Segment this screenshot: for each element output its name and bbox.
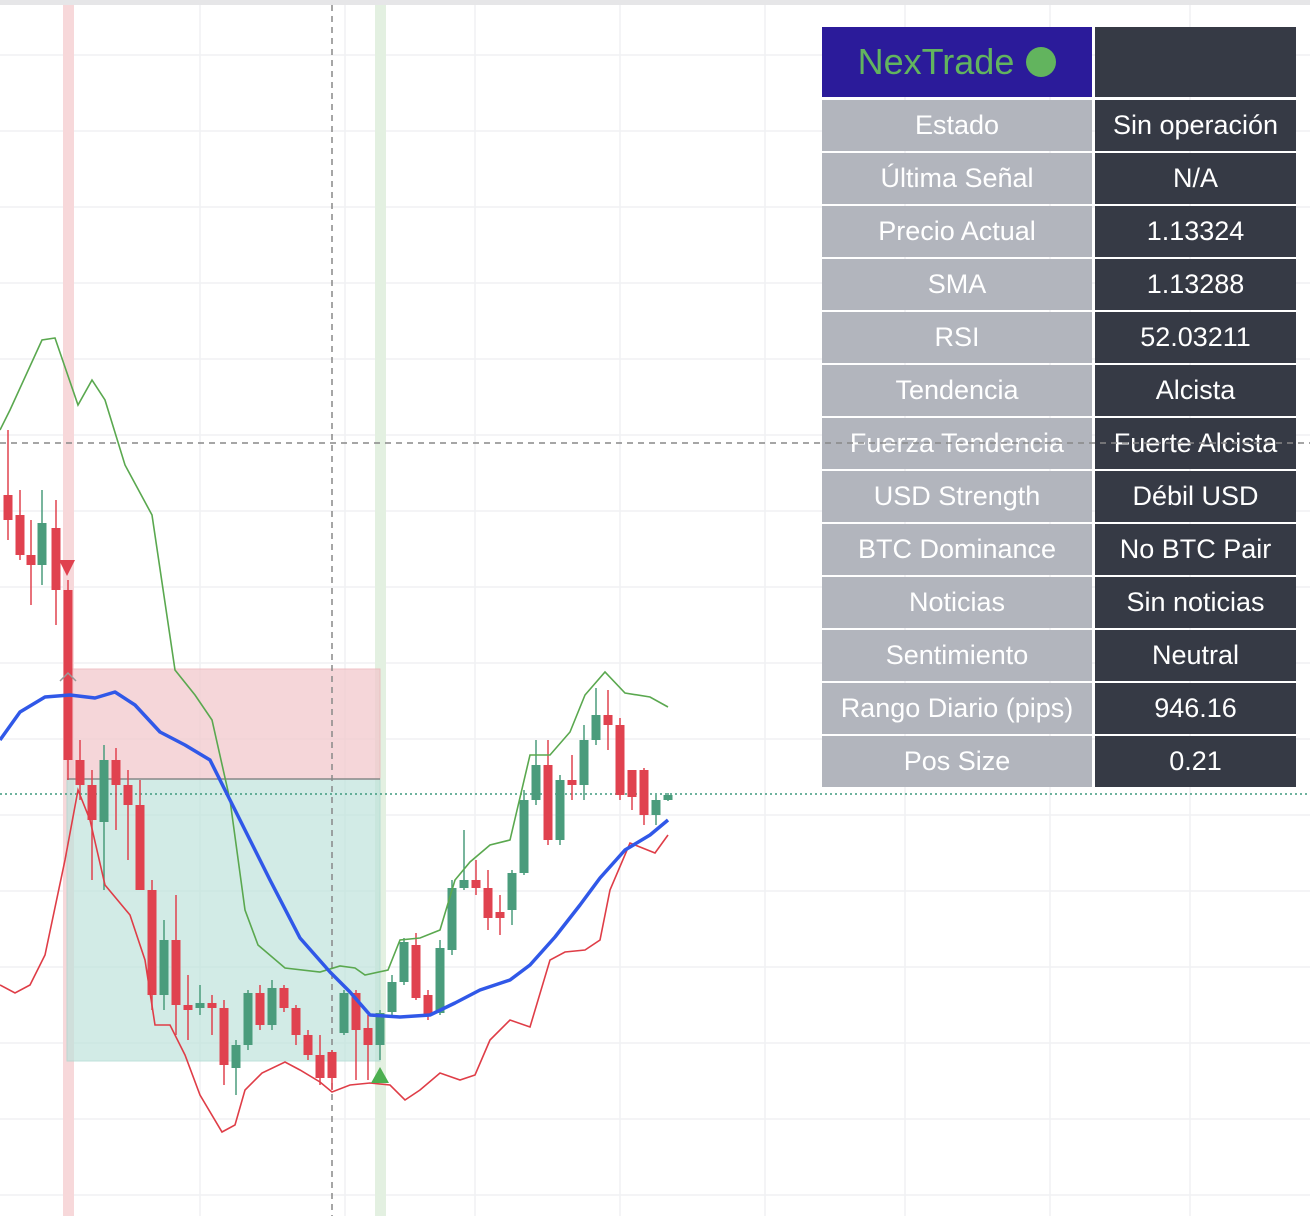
panel-header-right [1095,27,1296,97]
candle-body [37,523,47,565]
panel-title: NexTrade [857,41,1015,82]
candle-body [123,785,133,805]
candle-body [183,1005,193,1010]
candle-body [363,1028,373,1045]
candle-body [87,785,97,820]
row-label: SMA [822,259,1092,310]
row-label: Estado [822,100,1092,151]
sell-signal [59,560,75,576]
candle-body [63,590,73,760]
candle-body [51,528,61,590]
candle-body [471,880,481,888]
candle-body [327,1052,337,1078]
row-value: Débil USD [1095,471,1296,522]
row-label: Tendencia [822,365,1092,416]
row-value: Sin noticias [1095,577,1296,628]
candle-body [483,888,493,918]
candle-body [171,940,181,1005]
candle-body [495,912,505,918]
candle-body [531,765,541,800]
row-value: 1.13288 [1095,259,1296,310]
candle-body [459,880,469,888]
candle-body [315,1055,325,1078]
buy-band [375,5,386,1216]
row-value: 946.16 [1095,683,1296,734]
row-label: Rango Diario (pips) [822,683,1092,734]
candle-body [651,800,661,815]
candle-body [555,780,565,840]
row-label: Precio Actual [822,206,1092,257]
candle-body [543,765,553,840]
candle-body [603,715,613,725]
candle-body [303,1035,313,1055]
candle-body [195,1003,205,1008]
row-label: Noticias [822,577,1092,628]
candle-body [99,760,109,822]
candle-body [291,1008,301,1035]
status-dot [1026,47,1057,77]
candle-body [627,770,637,797]
lower-band [0,787,669,1134]
row-value: N/A [1095,153,1296,204]
row-label: Última Señal [822,153,1092,204]
candle-body [615,725,625,795]
row-value: Fuerte Alcista [1095,418,1296,469]
row-value: Alcista [1095,365,1296,416]
candle-body [339,993,349,1033]
panel-header: NexTrade [822,27,1092,97]
candle-body [279,988,289,1008]
candle-body [639,770,649,815]
candle-body [519,800,529,873]
row-label: RSI [822,312,1092,363]
candle-body [435,948,445,1013]
candle-body [399,942,409,982]
candle-body [567,780,577,785]
candle-body [411,945,421,998]
candle-body [135,805,145,890]
candle-body [375,1013,385,1045]
row-value: 0.21 [1095,736,1296,787]
candle-body [243,993,253,1045]
upper-band [0,337,669,976]
candle-body [26,555,36,565]
candle-body [219,1008,229,1065]
candle-body [75,760,85,785]
candle-body [423,995,433,1015]
candle-body [267,988,277,1025]
candle-body [111,760,121,785]
row-value: Neutral [1095,630,1296,681]
candle-body [159,940,169,995]
candle-body [663,795,673,800]
row-label: BTC Dominance [822,524,1092,575]
candle-body [207,1003,217,1008]
caret [59,671,77,682]
candle-body [351,993,361,1030]
sma-line [0,690,670,1019]
row-value: No BTC Pair [1095,524,1296,575]
candle-body [255,993,265,1025]
candle-body [579,740,589,785]
row-label: USD Strength [822,471,1092,522]
candle-body [231,1045,241,1068]
top-bar [0,0,1310,5]
row-value: Sin operación [1095,100,1296,151]
row-value: 1.13324 [1095,206,1296,257]
candle-body [447,888,457,950]
candle-body [147,890,157,995]
candle-body [591,715,601,740]
candles [3,430,673,1095]
row-label: Sentimiento [822,630,1092,681]
candle-body [3,495,13,520]
buy-signal [371,1067,389,1083]
candle-body [387,982,397,1012]
row-label: Pos Size [822,736,1092,787]
candle-body [15,515,25,555]
row-value: 52.03211 [1095,312,1296,363]
candle-body [507,873,517,910]
row-label: Fuerza Tendencia [822,418,1092,469]
